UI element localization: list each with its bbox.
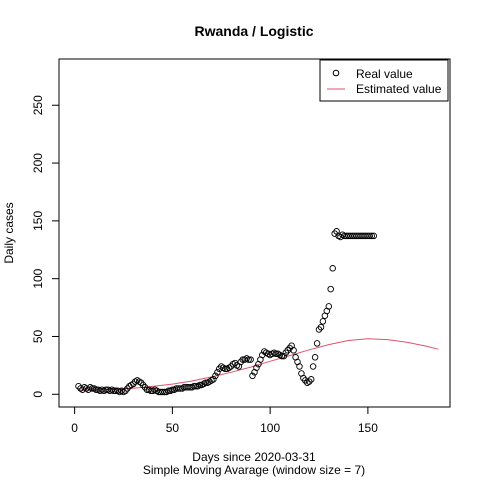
y-axis-label: Daily cases [2,202,16,263]
legend-label-real-value: Real value [356,67,413,81]
real-value-point [264,350,272,358]
plot-frame [58,58,451,408]
real-value-point [278,352,286,360]
real-value-point [319,318,327,325]
real-value-point [210,376,217,383]
y-tick-label-100: 100 [31,268,45,288]
real-value-point [245,356,252,363]
real-value-point [190,382,198,390]
real-value-point [243,355,250,362]
estimated-value-series [78,338,439,391]
y-tick-label-0: 0 [31,391,45,398]
legend-marker-real-value [332,69,340,77]
real-value-point [309,363,317,370]
real-value-point [90,385,98,392]
real-value-point [253,364,260,371]
legend-label-estimated-value: Estimated value [356,82,442,96]
real-value-point [202,379,209,386]
real-value-point [317,323,325,331]
real-value-point [307,376,315,383]
x-tick-label-100: 100 [260,421,280,435]
x-tick-label-150: 150 [358,421,378,435]
x-axis: 0 50 100 150 [71,407,378,435]
real-value-point [290,347,297,354]
real-value-point [176,385,184,392]
y-tick-label-50: 50 [31,329,45,343]
real-value-point [88,385,96,392]
real-value-point [196,381,204,389]
real-value-point [87,384,94,391]
chart-title: Rwanda / Logistic [194,23,313,39]
estimated-value-line [78,338,439,391]
x-tick-label-0: 0 [71,421,78,435]
y-tick-label-150: 150 [31,211,45,231]
real-value-point [110,387,117,395]
real-value-point [192,382,200,390]
real-value-point [200,380,207,388]
real-value-point [368,232,376,240]
real-value-point [214,369,221,376]
real-value-point [159,388,166,396]
real-value-point [325,303,333,310]
y-tick-label-200: 200 [31,153,45,173]
real-value-point [329,265,336,272]
legend-box [319,59,449,102]
real-value-point [212,372,219,380]
chart-subtitle: Simple Moving Avarage (window size = 7) [143,463,365,477]
real-value-point [311,354,319,361]
legend: Real value Estimated value [319,59,449,102]
real-value-point [184,384,192,391]
x-axis-label: Days since 2020-03-31 [192,450,316,464]
real-value-point [280,352,288,360]
x-tick-label-50: 50 [166,421,180,435]
real-value-point [118,387,125,395]
real-value-series [75,228,378,396]
real-value-point [272,350,280,358]
real-value-point [313,340,321,347]
real-value-point [221,365,229,373]
y-axis: 0 50 100 150 200 250 [31,95,59,398]
real-value-point [327,285,334,293]
y-tick-label-250: 250 [31,95,45,115]
real-value-point [169,386,176,393]
real-value-point [225,364,233,371]
real-value-point [247,356,254,363]
real-value-point [296,363,303,370]
real-value-point [366,232,374,240]
real-value-point [370,232,378,240]
real-value-point [249,372,256,380]
